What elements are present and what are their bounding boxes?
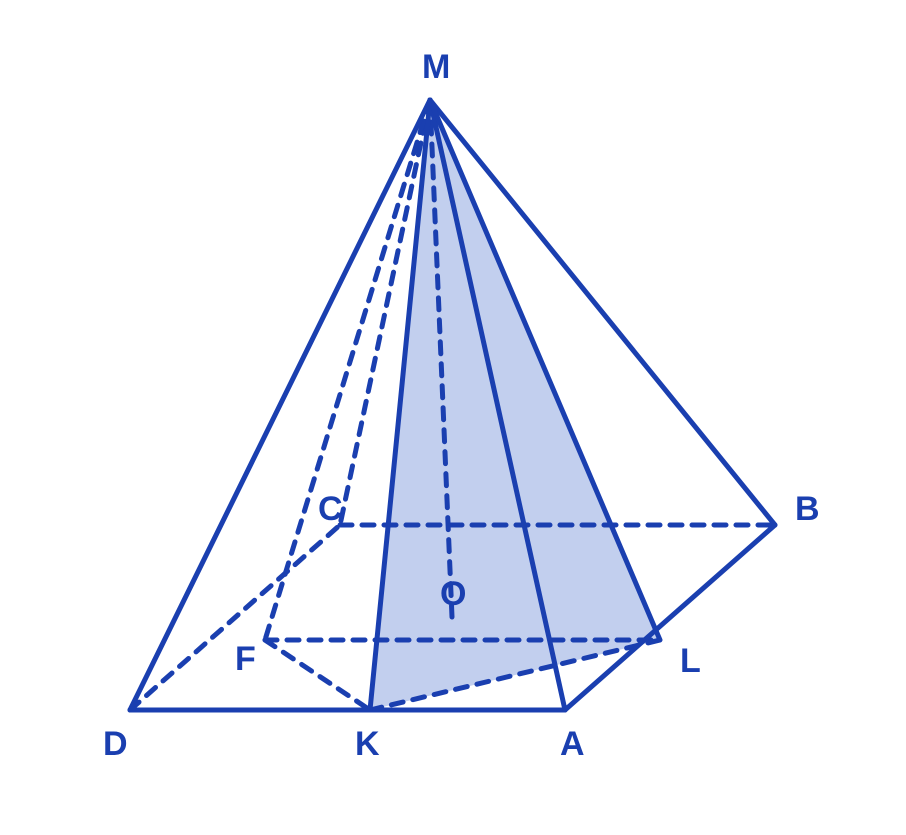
label-O: O (440, 575, 466, 613)
pyramid-diagram: M B A D C O F L K (0, 0, 906, 835)
section-MLK (370, 100, 660, 710)
label-B: B (795, 490, 820, 528)
label-C: C (318, 490, 343, 528)
label-D: D (103, 725, 128, 763)
label-K: K (355, 725, 380, 763)
edge-FK (265, 640, 370, 710)
label-F: F (235, 640, 256, 678)
label-L: L (680, 642, 701, 680)
label-A: A (560, 725, 585, 763)
edge-DC (130, 525, 340, 710)
shaded-face (370, 100, 660, 710)
label-M: M (422, 48, 450, 86)
